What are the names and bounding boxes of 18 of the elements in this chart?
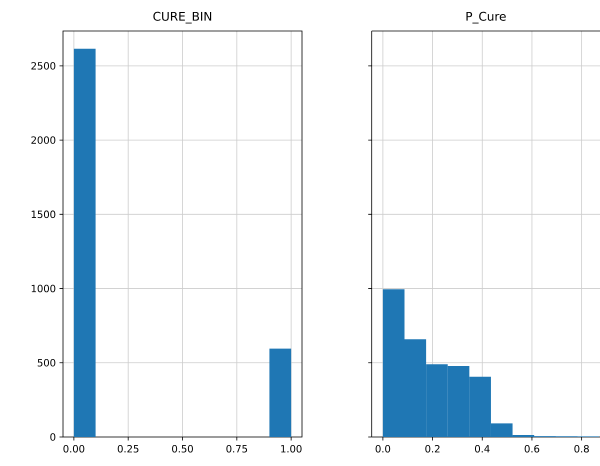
y-tick-label: 2000 [31,136,56,144]
x-tick-label: 0.6 [524,444,540,453]
y-tick-label: 1000 [32,284,56,292]
y-tick-label: 500 [38,358,56,367]
x-tick-label: 1.00 [281,444,302,453]
chart-title: P_Cure [466,12,506,24]
y-tick-label: 1500 [32,210,56,218]
y-tick-label: 2500 [31,62,56,70]
x-tick-label: 0.00 [63,444,84,453]
x-tick-label: 0.50 [172,444,193,453]
x-tick-label: 0.8 [574,444,589,453]
x-tick-label: 0.2 [425,444,440,453]
x-tick-label: 0.0 [376,444,390,453]
y-tick-label: 0 [50,433,56,441]
x-tick-label: 0.4 [474,444,490,453]
x-tick-label: 0.75 [226,444,248,453]
chart-title: CURE_BIN [153,12,212,24]
x-tick-label: 0.25 [118,444,138,453]
